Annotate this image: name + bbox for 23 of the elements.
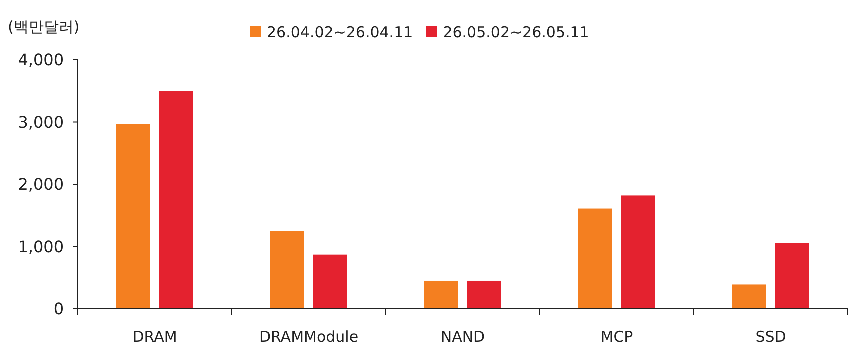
bar (468, 280, 502, 309)
bar (732, 284, 766, 309)
x-tick-label: DRAMModule (259, 328, 359, 346)
bar (578, 208, 612, 309)
y-tick-label: 3,000 (18, 112, 64, 132)
x-tick-label: MCP (600, 328, 634, 346)
y-axis-title: (백만달러) (8, 18, 80, 36)
bar (776, 243, 810, 309)
bar (116, 124, 150, 309)
bar (622, 196, 656, 309)
y-tick-label: 4,000 (18, 50, 64, 70)
y-tick-label: 2,000 (18, 175, 64, 194)
bar (314, 254, 348, 309)
bar (160, 91, 194, 309)
legend-label: 26.04.02~26.04.11 (267, 23, 414, 42)
bar (424, 280, 458, 309)
legend-label: 26.05.02~26.05.11 (443, 23, 590, 42)
y-tick-label: 0 (54, 300, 64, 319)
bar (270, 231, 304, 309)
y-tick-label: 1,000 (18, 237, 64, 256)
x-tick-label: SSD (756, 328, 786, 346)
x-tick-label: NAND (440, 328, 486, 346)
x-tick-label: DRAM (132, 328, 178, 346)
